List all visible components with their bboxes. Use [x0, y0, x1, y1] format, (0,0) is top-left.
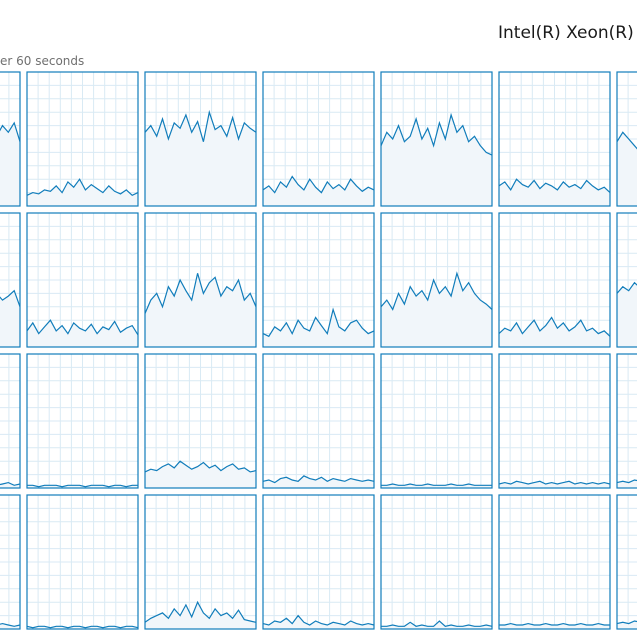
utilization-line — [144, 600, 257, 623]
utilization-area — [381, 621, 492, 629]
cell-border — [262, 494, 375, 630]
utilization-line — [381, 620, 493, 627]
utilization-line — [26, 319, 139, 336]
cell-border — [616, 353, 637, 489]
cell-border — [0, 212, 21, 348]
utilization-line — [498, 480, 611, 485]
cell-border — [380, 71, 493, 207]
utilization-area — [0, 122, 20, 206]
utilization-line — [616, 281, 637, 294]
utilization-area — [145, 461, 256, 488]
utilization-area — [263, 176, 374, 206]
cell-border — [144, 494, 257, 630]
utilization-area — [617, 132, 637, 206]
utilization-line — [144, 460, 257, 473]
cell-border — [380, 212, 493, 348]
utilization-area — [27, 320, 138, 347]
cell-border — [498, 353, 611, 489]
cell-border — [616, 71, 637, 207]
utilization-area — [27, 179, 138, 206]
utilization-area — [27, 485, 138, 488]
cell-border — [498, 494, 611, 630]
utilization-area — [145, 112, 256, 206]
utilization-line — [380, 271, 493, 311]
cell-border — [26, 71, 139, 207]
cell-border — [262, 353, 375, 489]
utilization-line — [0, 481, 21, 486]
utilization-area — [0, 623, 20, 629]
utilization-line — [498, 316, 611, 337]
cell-border — [616, 494, 637, 630]
utilization-line — [262, 614, 375, 626]
cpu-name: Intel(R) Xeon(R) C — [498, 23, 637, 43]
utilization-area — [145, 273, 256, 347]
utilization-area — [499, 179, 610, 206]
cell-border — [0, 71, 21, 207]
cell-border — [0, 353, 21, 489]
utilization-line — [0, 121, 21, 142]
utilization-line — [498, 178, 611, 194]
utilization-line — [144, 109, 257, 142]
utilization-line — [616, 620, 637, 625]
utilization-area — [499, 623, 610, 629]
cell-border — [498, 212, 611, 348]
cell-border — [262, 212, 375, 348]
utilization-line — [26, 625, 139, 629]
utilization-area — [263, 309, 374, 347]
cell-border — [498, 71, 611, 207]
utilization-area — [0, 290, 20, 347]
utilization-line — [26, 178, 139, 197]
cell-border — [26, 494, 139, 630]
utilization-area — [499, 317, 610, 347]
cell-border — [26, 212, 139, 348]
utilization-line — [616, 131, 637, 150]
cell-border — [144, 353, 257, 489]
utilization-area — [145, 602, 256, 629]
utilization-line — [616, 479, 637, 484]
utilization-area — [617, 282, 637, 347]
utilization-line — [0, 289, 21, 308]
utilization-line — [499, 622, 610, 626]
utilization-line — [381, 483, 492, 486]
cell-border — [144, 212, 257, 348]
cell-border — [144, 71, 257, 207]
utilization-line — [27, 484, 138, 488]
utilization-line — [262, 475, 375, 484]
cell-border — [262, 71, 375, 207]
utilization-line — [380, 112, 493, 156]
utilization-line — [262, 175, 375, 194]
cell-border — [0, 494, 21, 630]
utilization-area — [263, 475, 374, 488]
cell-border — [26, 353, 139, 489]
utilization-caption: er 60 seconds — [0, 54, 84, 68]
utilization-line — [0, 622, 21, 627]
cell-border — [380, 353, 493, 489]
cell-border — [616, 212, 637, 348]
utilization-line — [144, 273, 257, 314]
utilization-line — [262, 307, 375, 338]
cell-border — [380, 494, 493, 630]
